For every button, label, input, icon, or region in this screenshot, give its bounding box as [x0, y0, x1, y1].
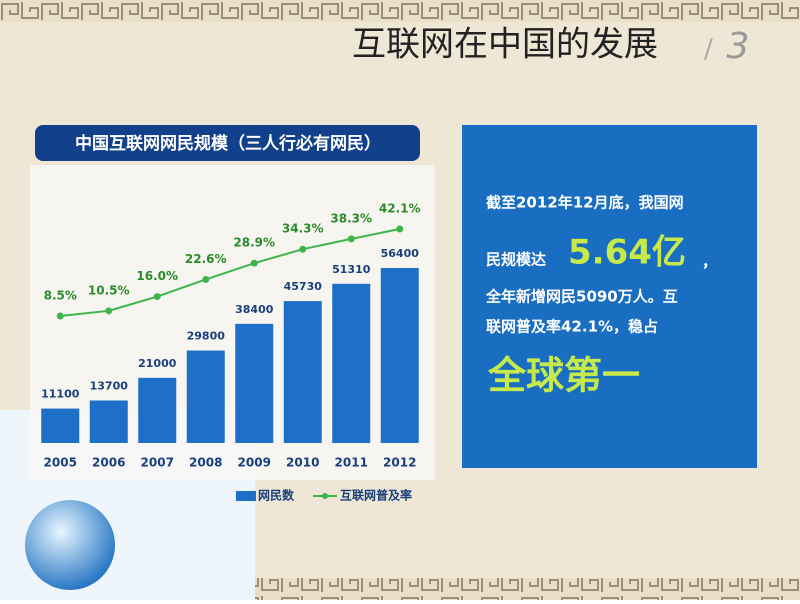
line-label: 8.5%: [44, 288, 77, 302]
panel-line: ，: [702, 253, 717, 271]
line-point: [396, 225, 404, 233]
bar-label: 21000: [138, 357, 177, 370]
bar: [41, 408, 80, 443]
bar: [283, 301, 322, 443]
chart-title-bar: [35, 125, 420, 161]
bar: [138, 377, 177, 443]
bar: [235, 323, 274, 443]
x-tick-label: 2010: [286, 456, 319, 470]
panel-line: 截至2012年12月底，我国网: [486, 194, 684, 212]
bar: [380, 268, 419, 443]
globe-icon: [25, 500, 115, 590]
line-label: 16.0%: [136, 269, 178, 283]
bar-label: 29800: [187, 330, 226, 343]
chart: 2005 2006 2007 2008 2009 2010 2011 2012 11100 137…: [41, 202, 420, 503]
panel-highlight: 5.64亿: [568, 233, 686, 273]
panel-text: 截至2012年12月底，我国网 民规模达 5.64亿 ， 全年新增网民5090万…: [485, 194, 717, 398]
legend-marker: [322, 493, 328, 499]
legend-label: 网民数: [258, 488, 295, 503]
bar-label: 56400: [381, 247, 420, 260]
info-panel: [462, 125, 757, 468]
panel-line: 全年新增网民5090万人。互: [485, 288, 678, 306]
separator: /: [704, 35, 713, 65]
line: [60, 228, 400, 317]
bar: [332, 283, 371, 443]
line-point: [299, 245, 307, 253]
slide-title: 互联网在中国的发展: [352, 25, 658, 65]
legend-swatch: [236, 491, 256, 501]
bar: [186, 350, 225, 443]
legend-label: 互联网普及率: [340, 488, 412, 503]
line-label: 34.3%: [282, 222, 324, 236]
x-tick-label: 2011: [335, 456, 368, 470]
x-tick-label: 2007: [141, 456, 174, 470]
line-label: 28.9%: [233, 236, 275, 250]
bar-label: 38400: [235, 303, 274, 316]
line-label: 10.5%: [88, 283, 130, 297]
line-point: [56, 312, 64, 320]
bar-label: 13700: [90, 379, 129, 392]
line-label: 38.3%: [330, 211, 372, 225]
bar-label: 45730: [284, 280, 323, 293]
line-point: [250, 259, 258, 267]
line-label: 22.6%: [185, 252, 227, 266]
line-point: [347, 235, 355, 243]
line-point: [202, 275, 210, 283]
bar: [89, 400, 128, 443]
x-tick-label: 2005: [44, 456, 77, 470]
page-number: 3: [727, 26, 750, 67]
bar-label: 11100: [41, 388, 80, 401]
panel-line: 联网普及率42.1%，稳占: [486, 318, 658, 336]
panel-line: 民规模达: [486, 251, 546, 269]
x-tick-label: 2012: [383, 456, 416, 470]
bar-label: 51310: [332, 263, 371, 276]
x-tick-label: 2006: [92, 456, 125, 470]
panel-highlight: 全球第一: [487, 354, 640, 398]
line-label: 42.1%: [379, 202, 421, 216]
chart-title: 中国互联网网民规模（三人行必有网民）: [75, 133, 381, 154]
line-point: [153, 293, 161, 301]
border-top: [0, 0, 800, 22]
x-tick-label: 2009: [238, 456, 271, 470]
line-point: [105, 307, 113, 315]
x-tick-label: 2008: [189, 456, 222, 470]
